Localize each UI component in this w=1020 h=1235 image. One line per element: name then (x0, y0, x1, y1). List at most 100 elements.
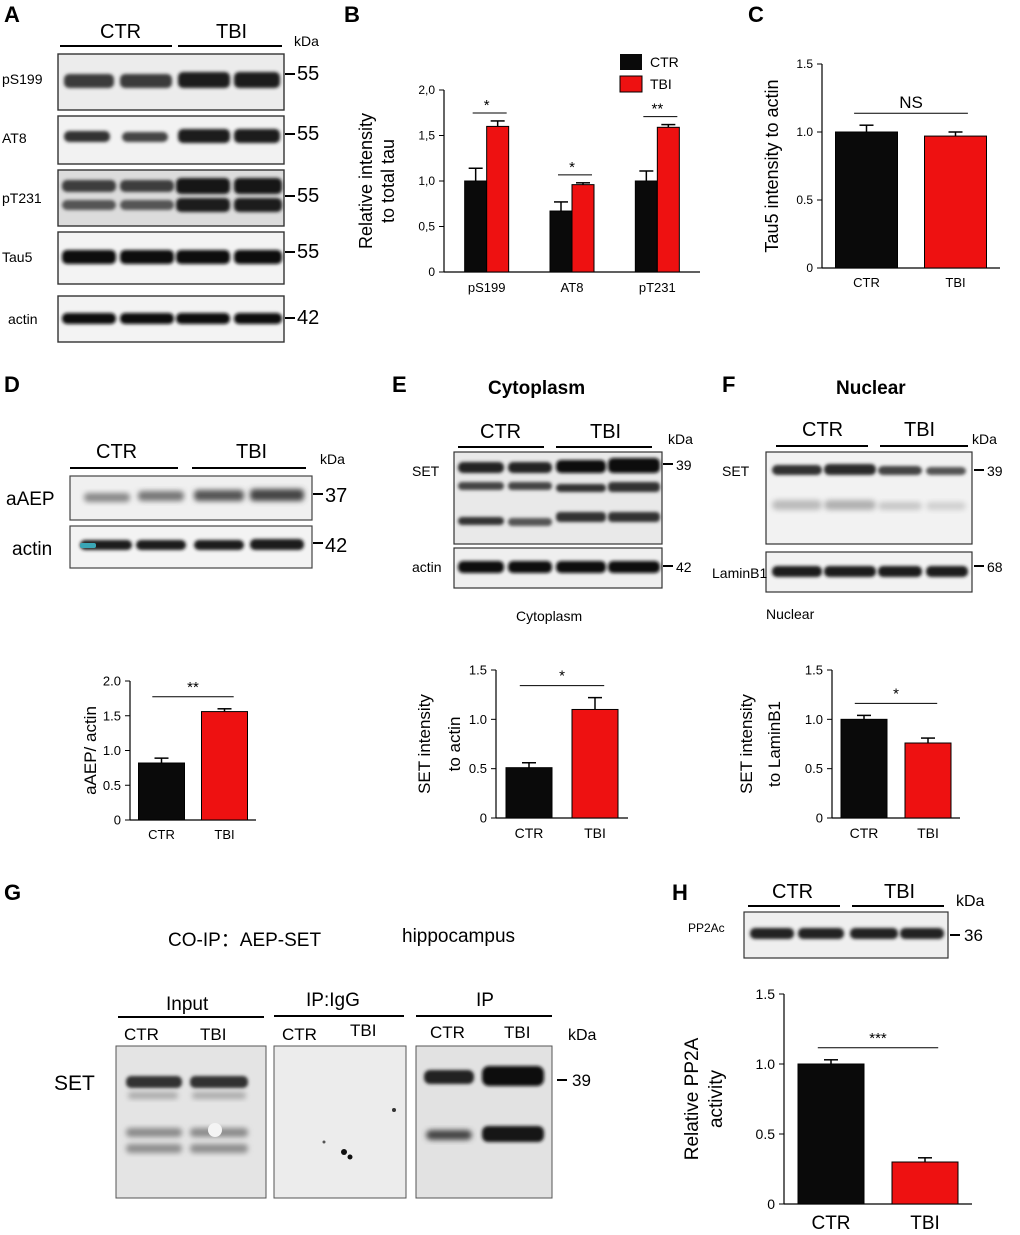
y-tick-label: 1,0 (418, 174, 435, 188)
blot-a-marker-pt231: 55 (297, 185, 319, 207)
panel-label-g: G (4, 880, 21, 905)
y-axis-label: to LaminB1 (765, 701, 784, 787)
legend-label-ctr: CTR (650, 54, 679, 70)
blot-band (136, 540, 186, 550)
blot-band (424, 1070, 474, 1084)
x-category-label: TBI (214, 827, 234, 842)
panel-a-blots: CTR TBI kDa pS199 55 AT8 55 pT231 55 (2, 21, 319, 343)
blot-band (62, 250, 116, 264)
blot-band (176, 250, 230, 264)
blot-band (458, 561, 504, 573)
y-tick-label: 1.5 (756, 986, 776, 1002)
blot-h-marker: 36 (964, 926, 983, 945)
blot-e-marker-actin: 42 (676, 559, 692, 575)
panel-h-tbi-header: TBI (884, 881, 915, 903)
blot-band (234, 178, 282, 194)
panel-g-kda: kDa (568, 1027, 597, 1044)
blot-band (482, 1126, 544, 1142)
blot-band (120, 200, 174, 210)
blot-d-label-actin: actin (12, 539, 52, 560)
panel-g-igg-ctr: CTR (282, 1025, 317, 1044)
blot-band (772, 500, 822, 510)
y-tick-label: 1.0 (469, 712, 487, 727)
y-tick-label: 0,5 (418, 220, 435, 234)
bar-tbi (904, 742, 952, 819)
blot-band (608, 512, 660, 522)
significance-marker: ** (651, 101, 663, 118)
blot-e-label-actin: actin (412, 559, 442, 575)
blot-d-label-aaep: aAEP (6, 489, 55, 510)
panel-h-blot: CTR TBI kDa PP2Ac 36 (688, 881, 985, 959)
y-tick-label: 0.5 (756, 1126, 776, 1142)
x-category-label: TBI (917, 825, 939, 841)
blot-band (926, 502, 966, 510)
y-tick-label: 0 (806, 261, 813, 275)
blot-band (772, 465, 822, 475)
y-axis-label: Tau5 intensity to actin (762, 79, 782, 252)
y-tick-label: 0.5 (103, 778, 121, 793)
blot-band (750, 928, 794, 939)
blot-a-marker-at8: 55 (297, 123, 319, 145)
y-tick-label: 1.5 (103, 708, 121, 723)
blot-band (234, 129, 280, 143)
bar-ctr (797, 1063, 865, 1205)
blot-band (508, 518, 552, 526)
y-axis-label: SET intensity (415, 694, 434, 794)
x-category-label: CTR (850, 825, 879, 841)
panel-label-f: F (722, 372, 735, 397)
blot-band (64, 131, 110, 142)
panel-e-caption: Cytoplasm (516, 608, 582, 624)
blot-band (508, 482, 552, 490)
blot-band (192, 1092, 246, 1099)
blot-band (824, 500, 876, 510)
blot-band (556, 484, 606, 492)
blot-band (250, 489, 304, 501)
y-tick-label: 0.5 (469, 761, 487, 776)
blot-f-marker-laminb1: 68 (987, 559, 1003, 575)
panel-label-b: B (344, 2, 360, 27)
x-category-label: TBI (910, 1213, 940, 1234)
bar-ctr (840, 718, 888, 819)
blot-band (824, 464, 876, 475)
chart-f: 0 0.5 1.0 1.5 SET intensity to LaminB1 CTR TBI * (737, 663, 960, 841)
blot-band (508, 462, 552, 473)
y-tick-label: 1.5 (469, 663, 487, 678)
panel-label-c: C (748, 2, 764, 27)
blot-a-marker-actin: 42 (297, 307, 319, 329)
blot-a-label-at8: AT8 (2, 130, 27, 146)
x-category-label: CTR (811, 1213, 850, 1234)
panel-g-subtitle: hippocampus (402, 926, 515, 947)
blot-h-label: PP2Ac (688, 921, 725, 935)
significance-marker: * (559, 668, 565, 685)
blot-band (178, 129, 230, 143)
panel-d-tbi-header: TBI (236, 441, 267, 463)
blot-artifact (341, 1149, 347, 1155)
blot-f-label-set: SET (722, 463, 750, 479)
blot-band (190, 1076, 248, 1088)
x-category-label: TBI (945, 275, 965, 290)
blot-f-label-laminb1: LaminB1 (712, 565, 767, 581)
bar-ctr (634, 180, 658, 273)
y-tick-label: 1.0 (805, 712, 823, 727)
blot-band (126, 1144, 182, 1153)
panel-e-tbi-header: TBI (590, 421, 621, 443)
blot-band (798, 928, 844, 939)
bar-tbi (571, 184, 595, 273)
blot-band (926, 566, 968, 577)
x-category-label: AT8 (561, 280, 584, 295)
blot-band (176, 178, 230, 194)
blot-band (556, 512, 606, 522)
y-axis-label: activity (706, 1069, 727, 1128)
panel-f-blots: Nuclear CTR TBI kDa SET 39 LaminB1 68 Nu… (712, 378, 1003, 622)
blot-d-marker-actin: 42 (325, 535, 347, 557)
legend-label-tbi: TBI (650, 76, 672, 92)
bar-tbi (656, 126, 680, 273)
y-tick-label: 0 (428, 265, 435, 279)
blot-band (608, 482, 660, 492)
y-tick-label: 1.0 (796, 125, 813, 139)
blot-a-label-actin: actin (8, 311, 38, 327)
panel-g-row-label: SET (54, 1072, 95, 1095)
blot-band (120, 313, 174, 324)
blot-artifact (80, 543, 96, 548)
